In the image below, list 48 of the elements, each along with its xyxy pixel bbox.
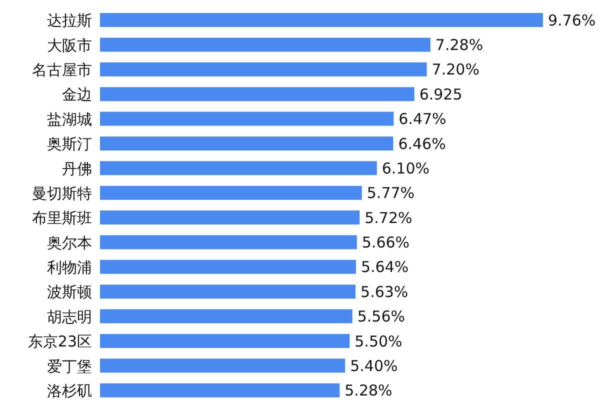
bar	[100, 210, 360, 224]
bar	[100, 62, 427, 76]
data-label: 7.28%	[435, 36, 484, 54]
data-label: 6.925	[419, 85, 462, 104]
data-label: 6.10%	[382, 159, 430, 178]
data-label: 6.47%	[398, 110, 446, 128]
y-tick-label: 达拉斯	[47, 12, 92, 30]
y-tick-label: 爱丁堡	[47, 357, 92, 376]
bar	[100, 186, 362, 200]
bar	[100, 13, 543, 27]
data-label: 5.64%	[360, 258, 409, 276]
bar	[100, 334, 350, 348]
y-tick-label: 利物浦	[47, 258, 92, 277]
data-label: 5.66%	[362, 234, 410, 252]
data-label: 5.40%	[350, 356, 398, 375]
y-tick-label: 盐湖城	[47, 110, 92, 128]
data-label: 5.63%	[360, 282, 408, 301]
y-tick-label: 奥尔本	[47, 234, 92, 252]
bar	[100, 235, 357, 250]
bar	[100, 383, 340, 398]
y-tick-label: 胡志明	[47, 308, 92, 326]
y-tick-label: 波斯顿	[47, 283, 92, 302]
data-label: 5.77%	[366, 184, 415, 202]
bar	[100, 112, 394, 126]
y-tick-label: 布里斯班	[32, 209, 92, 228]
y-tick-label: 大阪市	[47, 36, 92, 54]
y-tick-label: 名古屋市	[32, 61, 92, 80]
bar	[100, 260, 356, 274]
y-tick-label: 东京23区	[28, 332, 92, 351]
data-label: 5.72%	[364, 208, 412, 227]
data-label: 5.56%	[357, 308, 406, 326]
y-tick-label: 丹佛	[62, 160, 92, 178]
data-label: 6.46%	[398, 134, 446, 153]
y-tick-label: 奥斯汀	[47, 135, 92, 154]
bar	[100, 284, 356, 299]
bar	[100, 309, 352, 324]
data-label: 7.20%	[432, 60, 480, 79]
bar	[100, 87, 414, 102]
bar	[100, 136, 394, 150]
data-label: 5.50%	[354, 332, 402, 350]
bar	[100, 358, 346, 373]
bar	[100, 38, 430, 52]
bar	[100, 161, 377, 176]
data-label: 9.76%	[548, 11, 596, 30]
data-label: 5.28%	[344, 382, 392, 400]
y-tick-label: 金边	[62, 86, 92, 104]
y-tick-label: 曼切斯特	[32, 184, 92, 202]
y-tick-label: 洛杉矶	[47, 382, 92, 400]
